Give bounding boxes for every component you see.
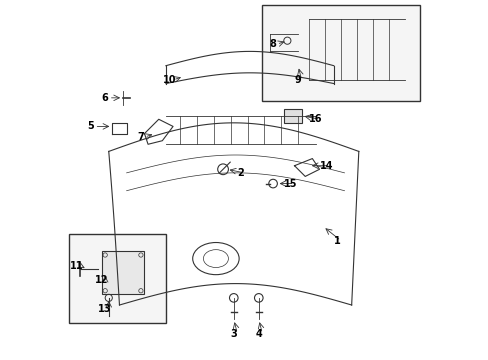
- Text: 9: 9: [294, 75, 301, 85]
- FancyBboxPatch shape: [262, 5, 419, 102]
- Text: 11: 11: [70, 261, 83, 271]
- Text: 3: 3: [230, 329, 237, 339]
- FancyBboxPatch shape: [326, 62, 340, 87]
- FancyBboxPatch shape: [69, 234, 165, 323]
- Text: 4: 4: [255, 329, 262, 339]
- Text: 14: 14: [319, 161, 333, 171]
- Text: 1: 1: [333, 236, 340, 246]
- Text: 5: 5: [87, 121, 94, 131]
- Text: 15: 15: [284, 179, 297, 189]
- Text: 2: 2: [237, 168, 244, 178]
- FancyBboxPatch shape: [283, 109, 301, 123]
- Text: 7: 7: [137, 132, 144, 142]
- Text: 8: 8: [269, 39, 276, 49]
- Text: 6: 6: [102, 93, 108, 103]
- Text: 10: 10: [163, 75, 176, 85]
- Text: 12: 12: [95, 275, 108, 285]
- FancyBboxPatch shape: [102, 251, 144, 294]
- Text: 13: 13: [98, 303, 112, 314]
- Text: 16: 16: [308, 114, 322, 124]
